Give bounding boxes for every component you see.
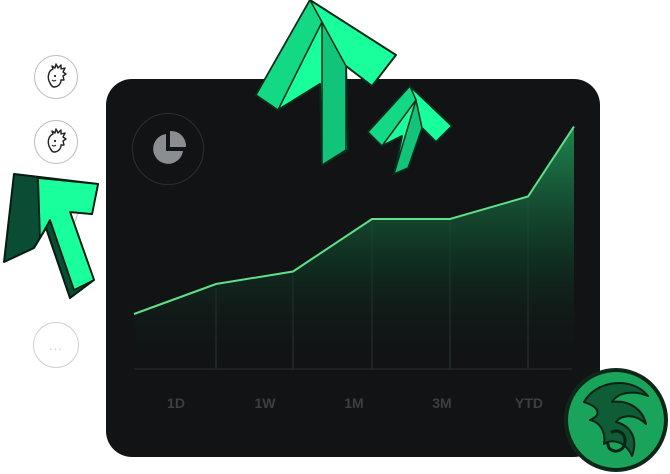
area-chart	[133, 125, 575, 370]
chart-series-line	[133, 125, 575, 315]
range-tab-1m[interactable]: 1M	[344, 395, 364, 411]
range-tab-3m[interactable]: 3M	[432, 395, 452, 411]
chart-card: 1D 1W 1M 3M YTD	[106, 79, 600, 457]
more-dots-icon: ...	[49, 337, 63, 353]
hedgehog-avatar-icon	[47, 128, 67, 153]
chart-area-fill	[134, 126, 574, 369]
arrow-up-icon	[367, 85, 453, 175]
more-avatars-button[interactable]: ...	[33, 322, 79, 368]
range-tab-ytd[interactable]: YTD	[515, 395, 543, 411]
range-tab-1w[interactable]: 1W	[254, 395, 276, 411]
arrow-up-icon	[255, 0, 397, 166]
pie-chart-badge[interactable]	[132, 113, 204, 185]
range-tab-1d[interactable]: 1D	[167, 395, 185, 411]
hedgehog-avatar-2[interactable]	[34, 120, 78, 164]
hedgehog-avatar-1[interactable]	[34, 55, 78, 99]
pie-chart-icon	[153, 130, 187, 164]
wave-logo-icon	[564, 368, 668, 472]
hedgehog-avatar-icon	[47, 63, 67, 88]
arrow-up-icon	[3, 173, 99, 299]
